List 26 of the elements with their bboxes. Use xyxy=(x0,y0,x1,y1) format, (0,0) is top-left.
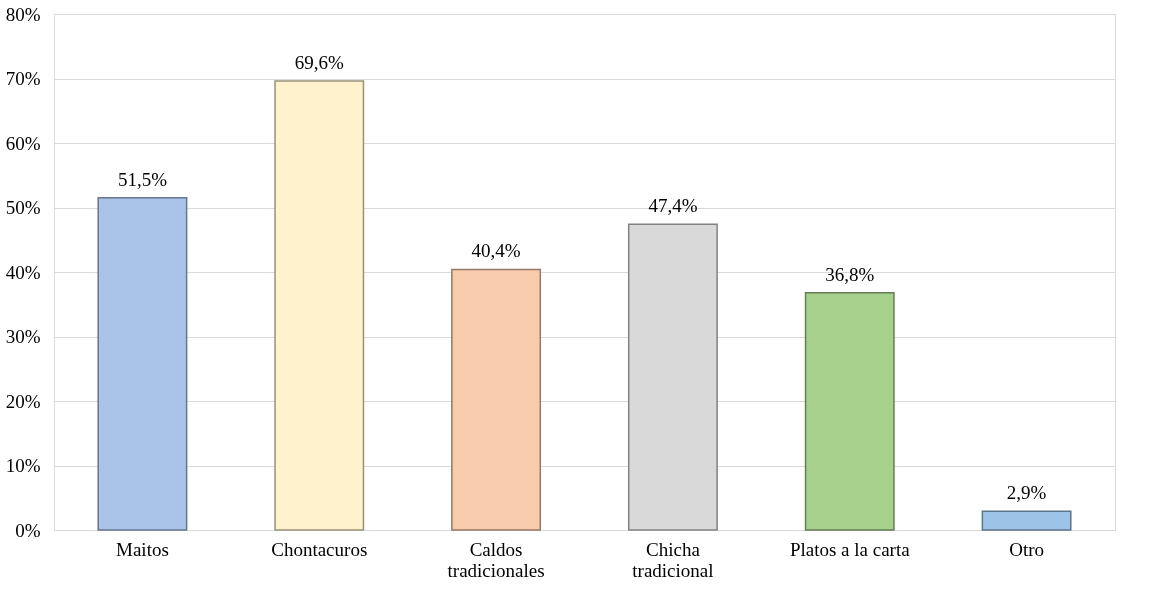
data-label: 2,9% xyxy=(1006,482,1047,504)
x-tick-label: Otro xyxy=(1009,538,1044,560)
data-label: 51,5% xyxy=(117,168,168,190)
x-tick-label: Caldos tradicionales xyxy=(447,538,545,581)
data-label: 40,4% xyxy=(471,240,521,262)
bar xyxy=(451,268,542,531)
x-tick-label: Maitos xyxy=(116,538,169,560)
x-tick-label: Chicha tradicional xyxy=(632,538,714,581)
data-label: 47,4% xyxy=(648,195,698,217)
x-tick-label: Platos a la carta xyxy=(789,538,911,560)
bar xyxy=(804,291,895,531)
y-tick-label: 80% xyxy=(5,3,41,25)
y-tick-label: 60% xyxy=(5,132,41,154)
y-tick-label: 40% xyxy=(5,261,41,283)
bar xyxy=(274,80,365,531)
y-tick-label: 10% xyxy=(5,455,41,476)
x-tick-label: Chontacuros xyxy=(271,538,368,560)
bar xyxy=(97,197,188,531)
y-tick-label: 30% xyxy=(5,326,41,347)
y-tick-label: 70% xyxy=(5,68,41,89)
y-tick-label: 0% xyxy=(15,519,41,541)
y-tick-label: 50% xyxy=(5,197,41,218)
bar xyxy=(981,510,1072,531)
data-label: 69,6% xyxy=(294,52,344,74)
y-tick-label: 20% xyxy=(5,390,41,412)
data-label: 36,8% xyxy=(825,263,875,285)
